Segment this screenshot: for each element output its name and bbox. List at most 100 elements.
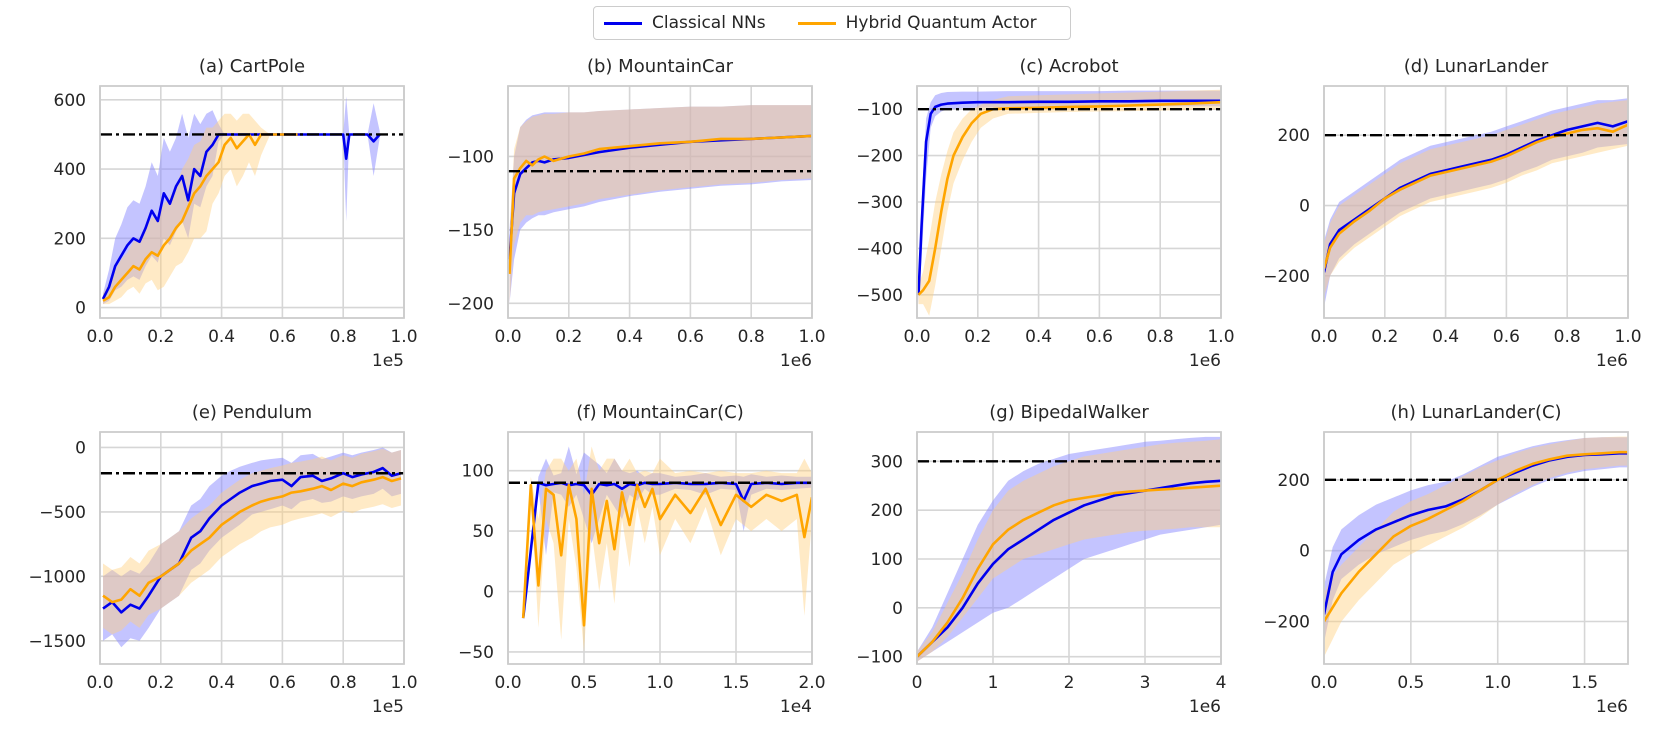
plot-area [101,96,381,305]
classical-mean-line [917,479,1221,658]
quantum-confidence-band [103,113,298,305]
chart-panel-3: 0.0 0.2 0.4 0.6 0.8 1.0 −100 −200 −300 −400 −500 1e… [856,56,1234,371]
plot-area [1324,436,1628,657]
x-scale-label: 1e4 [780,697,812,717]
x-tick-label: 0.8 [1147,327,1174,347]
x-tick-label: 0.5 [1397,673,1424,693]
chart-title: (c) Acrobot [1019,56,1118,77]
x-tick-label: 0.2 [147,327,174,347]
x-tick-label: 0.8 [330,673,357,693]
x-tick-label: 1.0 [390,327,417,347]
x-tick-label: 0.0 [86,673,113,693]
x-tick-label: 0.0 [494,673,521,693]
x-tick-label: 0.2 [147,673,174,693]
x-scale-label: 1e6 [780,351,812,371]
x-scale-label: 1e6 [1596,697,1628,717]
x-tick-label: 0.2 [964,327,991,347]
x-tick-label: 0.5 [570,673,597,693]
x-tick-label: 0.2 [1371,327,1398,347]
plot-area [521,446,812,652]
y-tick-label: −200 [1263,612,1310,632]
x-tick-label: 0.2 [555,327,582,347]
axes-frame [99,85,405,319]
y-tick-label: 100 [462,462,494,482]
y-tick-label: −200 [856,147,903,167]
classical-mean-line [101,133,381,300]
chart-panel-1: 0.0 0.2 0.4 0.6 0.8 1.0 0 200 400 600 1e5 (a) CartP… [54,56,418,371]
quantum-confidence-band [509,105,812,304]
y-tick-label: 100 [871,550,903,570]
legend: Classical NNs Hybrid Quantum Actor [593,6,1071,40]
x-tick-label: 0.0 [1310,327,1337,347]
axes-frame [507,431,813,665]
x-scale-label: 1e5 [372,351,404,371]
quantum-mean-line [102,475,402,604]
chart-title: (f) MountainCar(C) [576,402,744,423]
y-tick-label: 0 [483,583,494,603]
y-tick-label: 0 [892,599,903,619]
quantum-confidence-band [103,448,401,635]
chart-panel-6: 0.0 0.5 1.0 1.5 2.0 100 50 0 −50 1e4 (f) MountainC… [458,402,825,717]
y-tick-label: −100 [447,147,494,167]
x-tick-label: 0.4 [208,673,235,693]
x-tick-label: 1 [988,673,999,693]
y-tick-label: −400 [856,239,903,259]
chart-title: (g) BipedalWalker [989,402,1149,423]
classical-confidence-band [1324,437,1628,643]
y-tick-label: −300 [856,193,903,213]
axes-frame [916,85,1222,319]
quantum-mean-line [1324,450,1628,623]
x-scale-label: 1e6 [1596,351,1628,371]
y-tick-label: 0 [1299,197,1310,217]
legend-item-quantum: Hybrid Quantum Actor [797,13,1037,33]
y-tick-label: 600 [54,91,86,111]
plot-area [917,89,1221,316]
y-tick-label: −500 [856,286,903,306]
chart-panel-4: 0.0 0.2 0.4 0.6 0.8 1.0 200 0 −200 1e6 (d) LunarLa… [1263,56,1641,371]
classical-confidence-band [103,96,380,305]
y-tick-label: 200 [54,229,86,249]
chart-panel-8: 0.0 0.5 1.0 1.5 200 0 −200 1e6 (h) LunarLander(C… [1263,402,1629,717]
x-tick-label: 0.6 [1086,327,1113,347]
x-tick-label: 1.0 [1207,327,1234,347]
x-tick-label: 0.4 [1025,327,1052,347]
x-tick-label: 0.0 [1310,673,1337,693]
x-tick-label: 2 [1064,673,1075,693]
axes-frame [1323,85,1629,319]
legend-label-quantum: Hybrid Quantum Actor [845,13,1037,33]
quantum-mean-line [917,100,1221,296]
y-tick-label: 400 [54,160,86,180]
x-tick-label: 0.6 [677,327,704,347]
x-tick-label: 0.4 [1432,327,1459,347]
x-tick-label: 1.5 [1571,673,1598,693]
y-tick-label: −1500 [28,632,86,652]
x-tick-label: 1.0 [798,327,825,347]
y-tick-label: −100 [856,648,903,668]
y-tick-label: −150 [447,221,494,241]
y-tick-label: −1000 [28,567,86,587]
x-scale-label: 1e5 [372,697,404,717]
y-tick-label: 0 [1299,542,1310,562]
y-tick-label: −200 [1263,267,1310,287]
x-tick-label: 0.6 [269,327,296,347]
y-tick-label: 200 [1278,471,1310,491]
chart-title: (d) LunarLander [1404,56,1549,77]
x-tick-label: 0.8 [1554,327,1581,347]
quantum-mean-line [1324,123,1628,270]
axes-frame [99,431,405,665]
x-tick-label: 2.0 [798,673,825,693]
x-tick-label: 0.0 [494,327,521,347]
plot-area [1324,98,1628,308]
chart-panel-5: 0.0 0.2 0.4 0.6 0.8 1.0 0 −500 −1000 −1500 1e5 (e) … [28,402,417,717]
quantum-mean-line [521,483,812,627]
quantum-confidence-band [1324,100,1628,297]
classical-confidence-band [103,447,401,648]
x-tick-label: 3 [1140,673,1151,693]
legend-line-quantum [797,21,836,25]
chart-title: (a) CartPole [199,56,305,77]
plot-area [508,105,812,304]
chart-title: (e) Pendulum [192,402,312,423]
axes-frame [916,431,1222,665]
quantum-mean-line [102,133,298,302]
